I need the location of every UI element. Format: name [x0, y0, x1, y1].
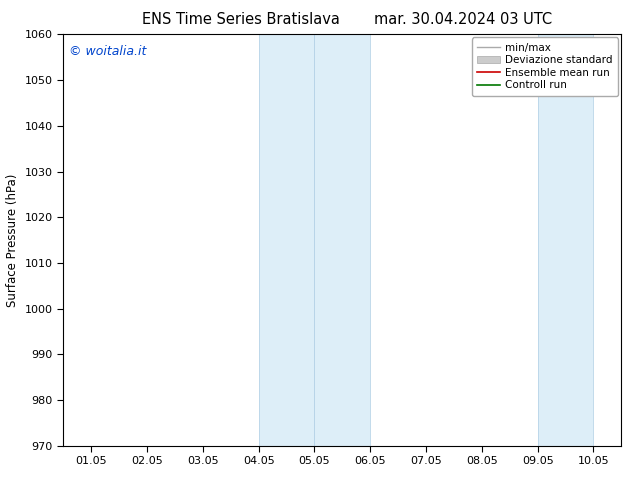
Text: © woitalia.it: © woitalia.it [69, 45, 146, 58]
Bar [538, 34, 593, 446]
Legend: min/max, Deviazione standard, Ensemble mean run, Controll run: min/max, Deviazione standard, Ensemble m… [472, 37, 618, 96]
Bar [314, 34, 370, 446]
Bar [259, 34, 314, 446]
Y-axis label: Surface Pressure (hPa): Surface Pressure (hPa) [6, 173, 19, 307]
Text: ENS Time Series Bratislava: ENS Time Series Bratislava [142, 12, 340, 27]
Text: mar. 30.04.2024 03 UTC: mar. 30.04.2024 03 UTC [374, 12, 552, 27]
